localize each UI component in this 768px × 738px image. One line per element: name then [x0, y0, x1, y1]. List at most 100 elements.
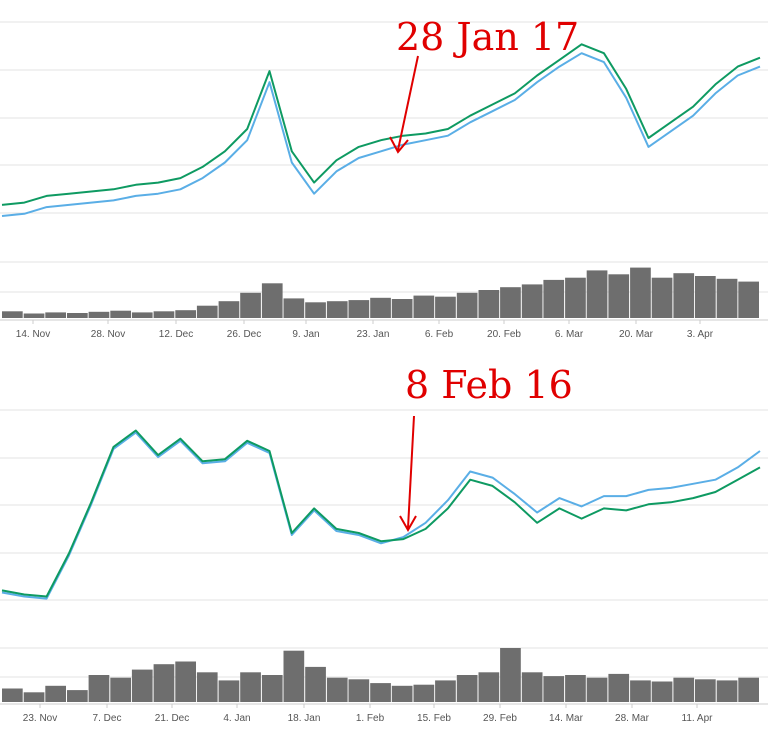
- volume-bar: [283, 650, 305, 702]
- x-tick-label: 21. Dec: [155, 713, 189, 724]
- volume-bar: [218, 680, 240, 702]
- x-tick-label: 23. Nov: [23, 713, 57, 724]
- volume-bar: [608, 673, 630, 702]
- volume-bar: [326, 301, 348, 318]
- x-tick-label: 11. Apr: [682, 713, 714, 724]
- volume-bar: [695, 679, 716, 702]
- volume-bar: [196, 672, 218, 702]
- volume-bar: [565, 277, 586, 318]
- volume-bar: [478, 672, 500, 702]
- volume-bar: [23, 313, 45, 318]
- volume-bar: [175, 310, 196, 318]
- volume-bar: [456, 675, 478, 702]
- volume-bar: [88, 675, 110, 702]
- x-tick-label: 14. Nov: [16, 329, 50, 340]
- volume-bar: [23, 692, 45, 702]
- volume-bar: [348, 300, 370, 318]
- annotation-text: 8 Feb 16: [405, 363, 573, 407]
- volume-bar: [500, 287, 521, 318]
- x-tick-label: 14. Mar: [549, 713, 584, 724]
- series-line-main: [1, 43, 761, 206]
- x-tick-label: 3. Apr: [687, 329, 714, 340]
- volume-bar: [326, 677, 348, 702]
- volume-bar: [305, 302, 326, 318]
- volume-bar: [153, 664, 175, 702]
- volume-bar: [716, 278, 738, 318]
- x-tick-label: 15. Feb: [417, 713, 451, 724]
- volume-bar: [67, 690, 88, 702]
- x-tick-label: 12. Dec: [159, 329, 193, 340]
- x-tick-label: 6. Feb: [425, 329, 454, 340]
- volume-bar: [651, 277, 673, 318]
- volume-bar: [543, 279, 565, 318]
- volume-bar: [153, 311, 175, 318]
- x-tick-label: 20. Mar: [619, 329, 654, 340]
- price-chart-2017: 14. Nov 28. Nov 12. Dec 26. Dec 9. Jan 23. Ja…: [0, 21, 768, 340]
- volume-bar: [521, 284, 543, 318]
- volume-bar: [110, 677, 131, 702]
- annotation-arrow: [399, 415, 417, 533]
- volume-bar: [521, 672, 543, 702]
- volume-bar: [283, 298, 305, 318]
- x-tick-label: 26. Dec: [227, 329, 261, 340]
- volume-bar: [218, 301, 240, 318]
- x-tick-label: 28. Mar: [615, 713, 650, 724]
- volume-bar: [370, 297, 391, 318]
- volume-bar: [131, 312, 153, 318]
- volume-bar: [738, 677, 759, 702]
- volume-bar: [110, 310, 131, 318]
- volume-bar: [261, 675, 283, 702]
- volume-bar: [478, 290, 500, 318]
- x-tick-label: 9. Jan: [292, 329, 319, 340]
- volume-bar: [131, 669, 153, 702]
- volume-bar: [88, 311, 110, 318]
- volume-bar: [651, 681, 673, 702]
- volume-bar: [175, 661, 196, 702]
- volume-bar: [391, 685, 413, 702]
- volume-bar: [543, 676, 565, 702]
- volume-bar: [240, 292, 261, 318]
- volume-bar: [240, 672, 261, 702]
- x-tick-label: 29. Feb: [483, 713, 517, 724]
- volume-bar: [196, 305, 218, 318]
- x-tick-label: 1. Feb: [356, 713, 385, 724]
- annotation-28-jan-17: 28 Jan 17: [389, 15, 579, 154]
- volume-bar: [413, 295, 435, 318]
- x-tick-label: 23. Jan: [357, 329, 390, 340]
- volume-bar: [673, 273, 695, 318]
- volume-bar: [435, 680, 456, 702]
- volume-bar: [45, 312, 66, 318]
- series-line-secondary: [1, 431, 761, 600]
- volume-bar: [67, 313, 88, 318]
- series-line-secondary: [1, 52, 761, 217]
- volume-bar: [305, 666, 326, 702]
- x-tick-label: 20. Feb: [487, 329, 521, 340]
- volume-bar: [673, 677, 695, 702]
- volume-bar: [2, 688, 23, 702]
- volume-bar: [630, 267, 651, 318]
- volume-bar: [435, 296, 456, 318]
- volume-bar: [500, 648, 521, 702]
- volume-bar: [608, 274, 630, 318]
- x-tick-label: 28. Nov: [91, 329, 125, 340]
- x-tick-label: 18. Jan: [288, 713, 321, 724]
- annotation-text: 28 Jan 17: [396, 15, 579, 59]
- annotation-8-feb-16: 8 Feb 16: [399, 363, 573, 533]
- volume-bar: [586, 270, 608, 318]
- volume-bar: [413, 684, 435, 702]
- volume-bar: [348, 679, 370, 702]
- volume-bar: [738, 281, 759, 318]
- volume-bar: [565, 675, 586, 702]
- volume-bar: [370, 683, 391, 702]
- x-tick-label: 6. Mar: [555, 329, 584, 340]
- x-tick-label: 7. Dec: [93, 713, 122, 724]
- volume-bar: [586, 677, 608, 702]
- price-chart-2016: 23. Nov 7. Dec 21. Dec 4. Jan 18. Jan 1. Feb 1…: [0, 409, 768, 724]
- x-tick-label: 4. Jan: [223, 713, 250, 724]
- volume-bar: [391, 299, 413, 318]
- series-line-main: [1, 429, 761, 598]
- volume-bar: [45, 685, 66, 702]
- volume-bar: [630, 680, 651, 702]
- volume-bar: [716, 680, 738, 702]
